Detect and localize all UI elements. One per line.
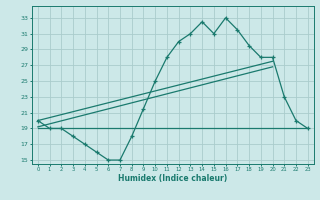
X-axis label: Humidex (Indice chaleur): Humidex (Indice chaleur) [118,174,228,183]
